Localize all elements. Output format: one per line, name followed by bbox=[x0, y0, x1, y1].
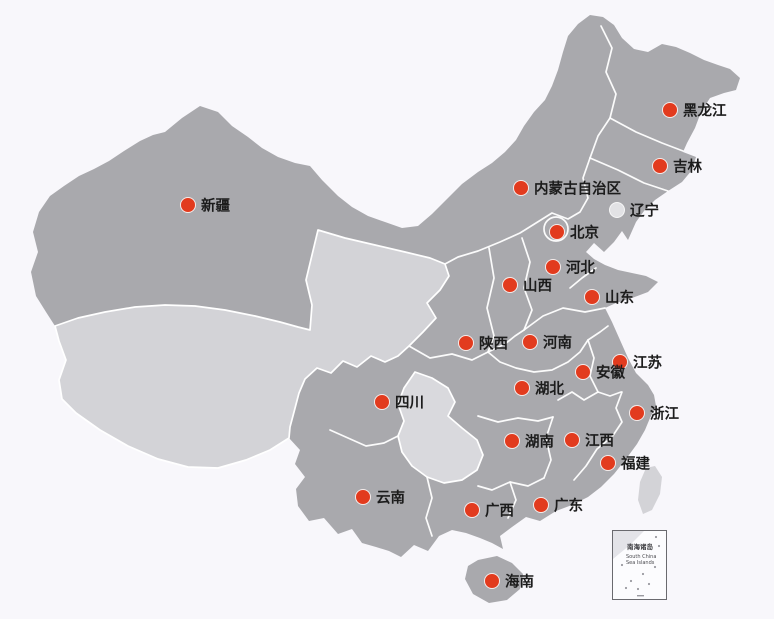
province-label-yunnan: 云南 bbox=[376, 489, 405, 507]
province-borders bbox=[329, 25, 684, 537]
region-west-light bbox=[54, 229, 450, 469]
province-label-liaoning: 辽宁 bbox=[630, 202, 659, 220]
province-label-hunan: 湖南 bbox=[525, 433, 554, 451]
marker-hebei[interactable]: 河北 bbox=[545, 259, 596, 277]
marker-zhejiang[interactable]: 浙江 bbox=[629, 405, 680, 423]
province-label-beijing: 北京 bbox=[570, 224, 599, 242]
marker-yunnan[interactable]: 云南 bbox=[355, 489, 406, 507]
marker-guangxi[interactable]: 广西 bbox=[464, 502, 515, 520]
marker-hunan[interactable]: 湖南 bbox=[504, 433, 555, 451]
marker-liaoning[interactable]: 辽宁 bbox=[609, 202, 660, 220]
province-dot-anhui[interactable] bbox=[575, 364, 591, 380]
marker-xinjiang[interactable]: 新疆 bbox=[180, 197, 231, 215]
province-label-fujian: 福建 bbox=[620, 455, 650, 473]
marker-shandong[interactable]: 山东 bbox=[584, 289, 635, 307]
province-label-jiangsu: 江苏 bbox=[633, 354, 662, 372]
inset-title-cn: 南海诸岛 bbox=[627, 542, 654, 551]
province-dot-beijing[interactable] bbox=[549, 224, 565, 240]
province-label-hainan: 海南 bbox=[505, 573, 534, 591]
province-label-zhejiang: 浙江 bbox=[650, 405, 679, 423]
marker-guangdong[interactable]: 广东 bbox=[533, 497, 584, 515]
inset-title-en-2: Sea Islands bbox=[626, 560, 655, 566]
inset-title-en-1: South China bbox=[626, 554, 656, 560]
province-dot-jiangxi[interactable] bbox=[564, 432, 580, 448]
province-dot-henan[interactable] bbox=[522, 334, 538, 350]
marker-jiangxi[interactable]: 江西 bbox=[564, 432, 615, 450]
marker-shaanxi[interactable]: 陕西 bbox=[458, 335, 509, 353]
province-dot-zhejiang[interactable] bbox=[629, 405, 645, 421]
province-label-shandong: 山东 bbox=[605, 289, 634, 307]
province-label-anhui: 安徽 bbox=[596, 364, 625, 382]
marker-hainan[interactable]: 海南 bbox=[484, 573, 535, 591]
marker-fujian[interactable]: 福建 bbox=[600, 455, 651, 473]
province-label-guangdong: 广东 bbox=[554, 497, 583, 515]
province-label-jilin: 吉林 bbox=[673, 158, 702, 176]
province-dot-neimenggu[interactable] bbox=[513, 180, 529, 196]
province-label-hebei: 河北 bbox=[566, 259, 595, 277]
province-label-hubei: 湖北 bbox=[535, 381, 564, 398]
marker-hubei[interactable]: 湖北 bbox=[514, 380, 565, 398]
marker-sichuan[interactable]: 四川 bbox=[374, 394, 425, 412]
province-dot-heilongjiang[interactable] bbox=[662, 102, 678, 118]
province-dot-hebei[interactable] bbox=[545, 259, 561, 275]
province-dot-hubei[interactable] bbox=[514, 380, 530, 396]
province-label-shaanxi: 陕西 bbox=[479, 335, 508, 353]
region-central-light bbox=[397, 371, 484, 484]
beijing-boundary bbox=[543, 216, 569, 242]
province-label-heilongjiang: 黑龙江 bbox=[683, 102, 727, 120]
marker-anhui[interactable]: 安徽 bbox=[575, 364, 626, 382]
province-dot-yunnan[interactable] bbox=[355, 489, 371, 505]
taiwan-island bbox=[638, 466, 662, 514]
inset-coast-hint bbox=[613, 531, 644, 559]
province-label-jiangxi: 江西 bbox=[585, 432, 614, 450]
province-dot-fujian[interactable] bbox=[600, 455, 616, 471]
province-label-xinjiang: 新疆 bbox=[201, 197, 230, 215]
province-dot-shaanxi[interactable] bbox=[458, 335, 474, 351]
marker-shanxi[interactable]: 山西 bbox=[502, 277, 553, 295]
province-dot-guangxi[interactable] bbox=[464, 502, 480, 518]
province-dot-xinjiang[interactable] bbox=[180, 197, 196, 213]
province-label-guangxi: 广西 bbox=[485, 502, 514, 520]
marker-beijing[interactable]: 北京 bbox=[549, 224, 600, 242]
marker-heilongjiang[interactable]: 黑龙江 bbox=[662, 102, 727, 120]
marker-neimenggu[interactable]: 内蒙古自治区 bbox=[513, 180, 622, 198]
marker-henan[interactable]: 河南 bbox=[522, 334, 573, 352]
province-dot-jiangsu[interactable] bbox=[612, 354, 628, 370]
province-dot-hunan[interactable] bbox=[504, 433, 520, 449]
south-china-sea-inset: 南海诸岛 South China Sea Islands bbox=[612, 530, 667, 600]
marker-jilin[interactable]: 吉林 bbox=[652, 158, 703, 176]
province-dot-guangdong[interactable] bbox=[533, 497, 549, 513]
province-dot-jilin[interactable] bbox=[652, 158, 668, 174]
province-dot-shandong[interactable] bbox=[584, 289, 600, 305]
province-label-shanxi: 山西 bbox=[523, 278, 552, 295]
province-dot-liaoning[interactable] bbox=[609, 202, 625, 218]
province-label-neimenggu: 内蒙古自治区 bbox=[534, 180, 621, 198]
province-dot-sichuan[interactable] bbox=[374, 394, 390, 410]
marker-jiangsu[interactable]: 江苏 bbox=[612, 354, 663, 372]
province-label-henan: 河南 bbox=[543, 334, 572, 352]
province-dot-shanxi[interactable] bbox=[502, 277, 518, 293]
province-label-sichuan: 四川 bbox=[395, 396, 424, 412]
inset-islands bbox=[620, 535, 661, 597]
province-dot-hainan[interactable] bbox=[484, 573, 500, 589]
